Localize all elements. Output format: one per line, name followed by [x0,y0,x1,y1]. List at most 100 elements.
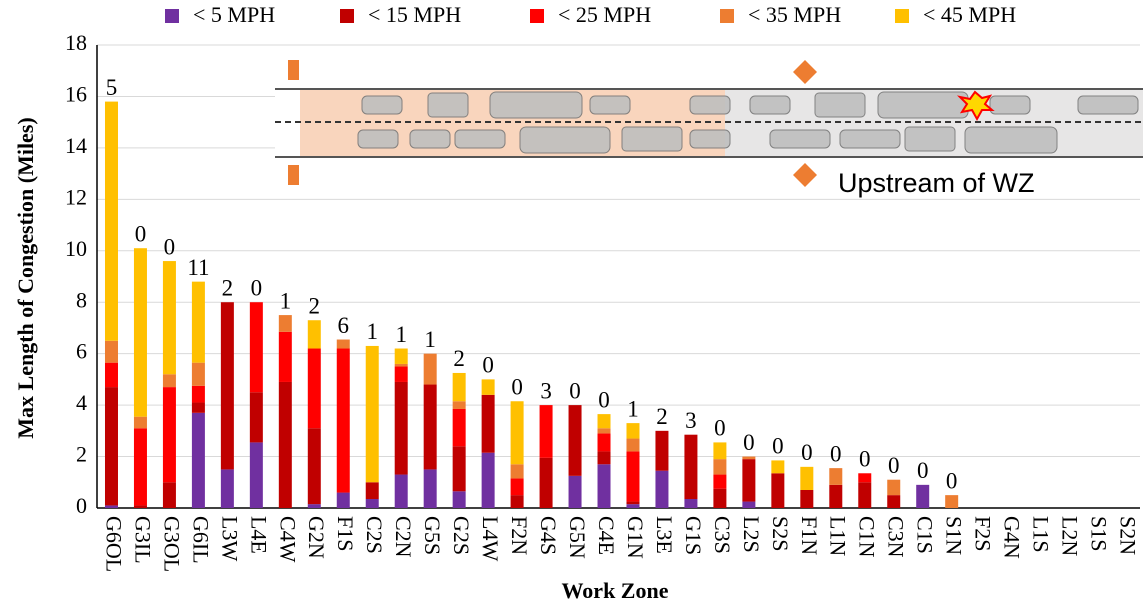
bar-segment [453,401,466,409]
bar-segment [482,453,495,508]
bar-segment [134,248,147,416]
data-label: 0 [164,234,176,259]
data-label: 2 [453,346,465,371]
bar-segment [742,459,755,501]
bar-segment [713,459,726,474]
bar-segment [598,433,611,451]
bar-segment [742,457,755,460]
legend-label: < 45 MPH [923,2,1016,27]
bar-segment [163,261,176,374]
data-label: 0 [743,430,755,455]
bar-segment [366,346,379,482]
inset-diagram: Upstream of WZ [275,60,1143,198]
x-tick-label: L2N [1058,516,1083,556]
x-tick-label: L4W [478,516,503,561]
bar-segment [626,504,639,508]
bar-segment [395,475,408,508]
bar-segment [395,367,408,382]
x-tick-label: C4E [594,516,619,555]
bar-segment [626,423,639,438]
bar-segment [916,485,929,508]
bar-segment [134,417,147,429]
bar-segment [250,442,263,508]
data-label: 2 [656,404,668,429]
x-tick-label: G3IL [130,516,155,564]
y-tick-label: 12 [65,184,87,209]
bar-segment [192,363,205,386]
data-label: 2 [309,294,321,319]
legend-swatch [530,9,544,23]
x-tick-label: G1S [681,516,706,555]
bar-segment [771,473,784,508]
bar-segment [713,475,726,489]
bar-segment [800,490,813,508]
x-tick-label: C2S [362,516,387,554]
bar-segment [134,428,147,505]
bar-segment [279,382,292,508]
data-label: 0 [888,453,900,478]
bar-segment [395,382,408,475]
bar-segment [569,476,582,508]
bar-segment [337,340,350,349]
data-label: 1 [395,322,407,347]
bar-segment [279,332,292,382]
bar-segment [626,439,639,452]
bar-segment [337,349,350,493]
data-label: 0 [569,378,581,403]
bar-segment [192,282,205,363]
bar-segment [598,464,611,508]
bar-segment [829,485,842,508]
data-label: 0 [714,416,726,441]
bar-segment [221,302,234,469]
data-label: 1 [424,327,436,352]
y-tick-label: 18 [65,30,87,55]
x-tick-label: F1N [797,516,822,555]
x-tick-label: F2S [971,516,996,551]
data-label: 1 [366,319,378,344]
x-tick-label: G5N [565,516,590,559]
y-axis-title: Max Length of Congestion (Miles) [13,117,38,438]
bar-segment [655,431,668,471]
data-label: 0 [482,353,494,378]
bar-segment [540,405,553,458]
bar-segment [105,102,118,341]
data-label: 0 [135,221,147,246]
bar-segment [308,320,321,348]
bar-segment [945,495,958,508]
x-tick-label: G2S [449,516,474,555]
x-tick-label: S2S [768,516,793,551]
legend-swatch [720,9,734,23]
x-tick-label: G5S [420,516,445,555]
bar-segment [192,403,205,413]
bar-segment [482,379,495,394]
bar-segment [626,502,639,505]
data-label: 0 [946,468,958,493]
data-label: 6 [338,313,350,338]
x-tick-label: F2N [507,516,532,555]
x-tick-label: G6OL [101,516,126,572]
bar-segment [887,480,900,495]
x-tick-label: G2N [304,516,329,559]
bar-segment [771,460,784,473]
bar-segment [511,401,524,464]
data-label: 1 [280,288,292,313]
bar-segment [684,435,697,499]
x-tick-label: L1N [826,516,851,556]
bar-segment [655,471,668,508]
y-tick-label: 14 [65,133,87,158]
bar-segment [337,493,350,508]
x-tick-label: C1N [855,516,880,558]
x-tick-label: C4W [275,516,300,563]
x-tick-label: G4N [1000,516,1025,559]
data-label: 3 [685,408,697,433]
bar-segment [424,469,437,508]
x-tick-label: L4E [246,516,271,554]
legend-label: < 5 MPH [193,2,275,27]
bar-segment [598,451,611,464]
x-tick-label: G6IL [188,516,213,564]
data-label: 0 [511,375,523,400]
bar-segment [511,478,524,495]
bar-segment [395,349,408,364]
x-tick-label: C2N [391,516,416,558]
y-tick-label: 0 [76,493,87,518]
